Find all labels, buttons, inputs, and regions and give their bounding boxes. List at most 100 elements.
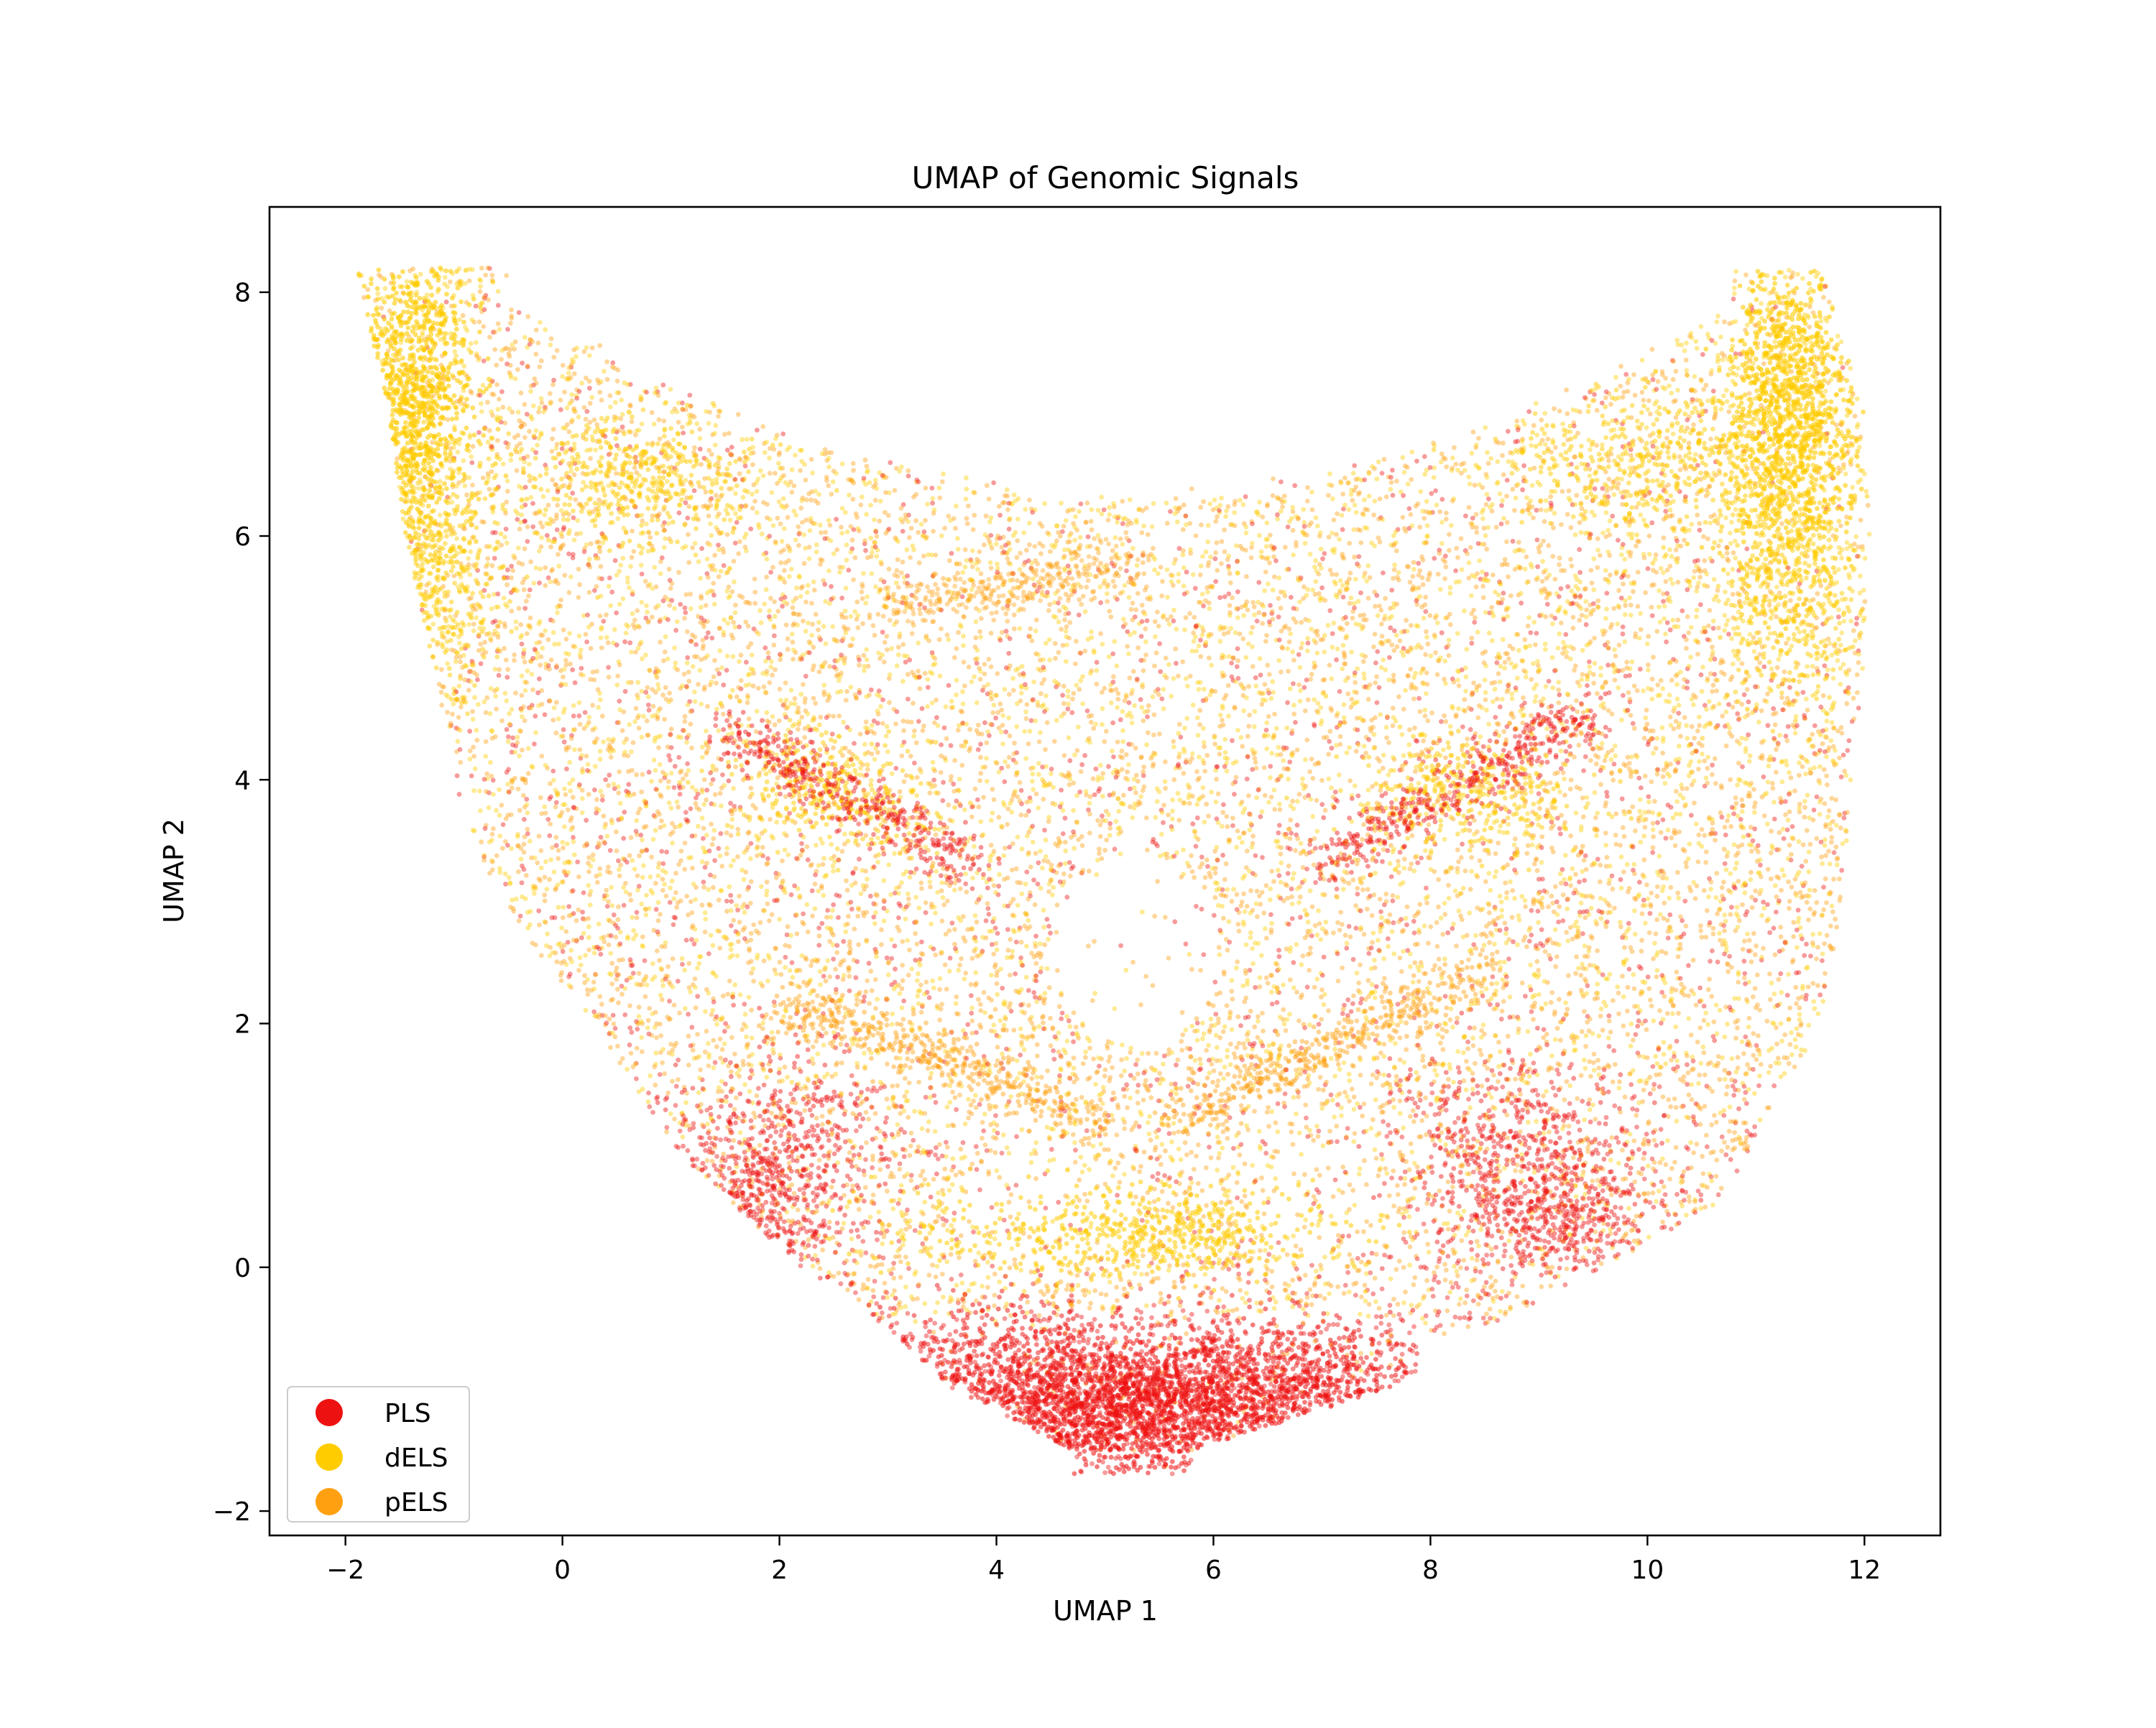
- scatter-point: [1218, 1071, 1223, 1076]
- scatter-point: [1275, 1129, 1280, 1135]
- scatter-point: [578, 652, 583, 657]
- scatter-point: [829, 584, 834, 589]
- scatter-point: [1623, 568, 1628, 573]
- scatter-point: [786, 852, 791, 857]
- scatter-point: [864, 1110, 869, 1115]
- scatter-point: [738, 1130, 743, 1135]
- scatter-point: [1779, 888, 1784, 893]
- scatter-point: [804, 902, 809, 907]
- scatter-point: [1542, 1027, 1547, 1032]
- scatter-point: [1647, 552, 1652, 557]
- scatter-point: [1469, 869, 1474, 874]
- scatter-point: [1755, 973, 1760, 978]
- scatter-point: [1758, 1117, 1763, 1122]
- scatter-point: [562, 861, 567, 866]
- scatter-point: [1557, 555, 1562, 560]
- scatter-point: [494, 707, 499, 712]
- scatter-point: [1807, 907, 1812, 912]
- scatter-point: [1221, 1076, 1226, 1081]
- scatter-point: [905, 547, 910, 553]
- scatter-point: [499, 803, 505, 808]
- scatter-point: [1354, 477, 1359, 482]
- scatter-point: [1697, 723, 1702, 728]
- scatter-point: [810, 471, 815, 476]
- scatter-point: [1751, 1031, 1756, 1036]
- scatter-point: [1676, 954, 1681, 959]
- scatter-point: [725, 621, 730, 626]
- scatter-point: [1626, 574, 1631, 579]
- scatter-point: [756, 632, 761, 637]
- scatter-point: [1470, 1035, 1475, 1040]
- scatter-point: [1822, 941, 1827, 946]
- scatter-point: [1163, 779, 1168, 784]
- scatter-point: [1283, 1288, 1288, 1293]
- scatter-point: [1647, 930, 1652, 935]
- scatter-point: [1786, 972, 1791, 977]
- scatter-point: [1120, 542, 1125, 547]
- scatter-point: [1330, 746, 1335, 751]
- scatter-point: [1318, 1075, 1323, 1080]
- scatter-point: [605, 377, 610, 382]
- scatter-point: [1613, 842, 1618, 847]
- scatter-point: [1276, 576, 1281, 581]
- scatter-point: [1485, 450, 1490, 455]
- scatter-point: [1350, 616, 1355, 621]
- scatter-point: [1141, 1098, 1146, 1103]
- scatter-point: [520, 880, 525, 885]
- scatter-point: [867, 1001, 872, 1006]
- scatter-point: [487, 805, 492, 810]
- scatter-point: [805, 590, 810, 595]
- scatter-point: [1735, 1168, 1740, 1173]
- scatter-point: [477, 320, 482, 325]
- scatter-point: [1551, 1086, 1556, 1091]
- scatter-point: [862, 668, 867, 673]
- scatter-point: [1365, 907, 1370, 912]
- scatter-point: [1609, 1135, 1614, 1140]
- scatter-point: [789, 892, 794, 897]
- scatter-point: [1130, 601, 1135, 606]
- scatter-point: [821, 893, 826, 898]
- scatter-point: [1118, 851, 1123, 856]
- scatter-point: [617, 867, 622, 872]
- scatter-point: [1095, 1329, 1100, 1334]
- scatter-point: [1033, 1140, 1038, 1145]
- scatter-point: [1182, 627, 1187, 632]
- scatter-point: [499, 389, 505, 394]
- scatter-point: [1120, 517, 1125, 522]
- scatter-point: [1616, 685, 1621, 690]
- scatter-point: [892, 1330, 897, 1335]
- scatter-point: [1545, 437, 1550, 442]
- scatter-point: [582, 844, 587, 849]
- scatter-point: [1268, 603, 1273, 608]
- scatter-point: [704, 603, 709, 608]
- scatter-point: [821, 683, 826, 688]
- scatter-point: [1200, 1188, 1205, 1193]
- scatter-point: [954, 994, 959, 999]
- scatter-point: [711, 836, 716, 841]
- scatter-point: [858, 1124, 863, 1129]
- scatter-point: [1005, 948, 1010, 953]
- scatter-point: [1860, 666, 1865, 671]
- scatter-point: [490, 563, 495, 568]
- scatter-point: [1104, 1293, 1109, 1298]
- scatter-point: [1616, 1140, 1621, 1145]
- scatter-point: [1607, 1044, 1612, 1049]
- scatter-point: [1595, 1058, 1600, 1063]
- scatter-point: [1498, 968, 1503, 973]
- scatter-point: [1531, 661, 1536, 666]
- scatter-point: [1731, 1093, 1736, 1098]
- scatter-point: [1228, 1251, 1233, 1256]
- scatter-point: [1289, 895, 1294, 900]
- scatter-point: [749, 879, 754, 884]
- scatter-point: [931, 777, 936, 782]
- scatter-point: [1500, 1084, 1505, 1089]
- scatter-point: [1651, 821, 1656, 826]
- scatter-point: [976, 747, 981, 752]
- scatter-point: [1556, 920, 1561, 925]
- scatter-point: [1641, 897, 1646, 902]
- scatter-point: [1271, 787, 1276, 793]
- scatter-point: [1567, 992, 1572, 997]
- scatter-point: [660, 868, 665, 873]
- scatter-point: [1198, 968, 1203, 973]
- scatter-point: [640, 689, 645, 694]
